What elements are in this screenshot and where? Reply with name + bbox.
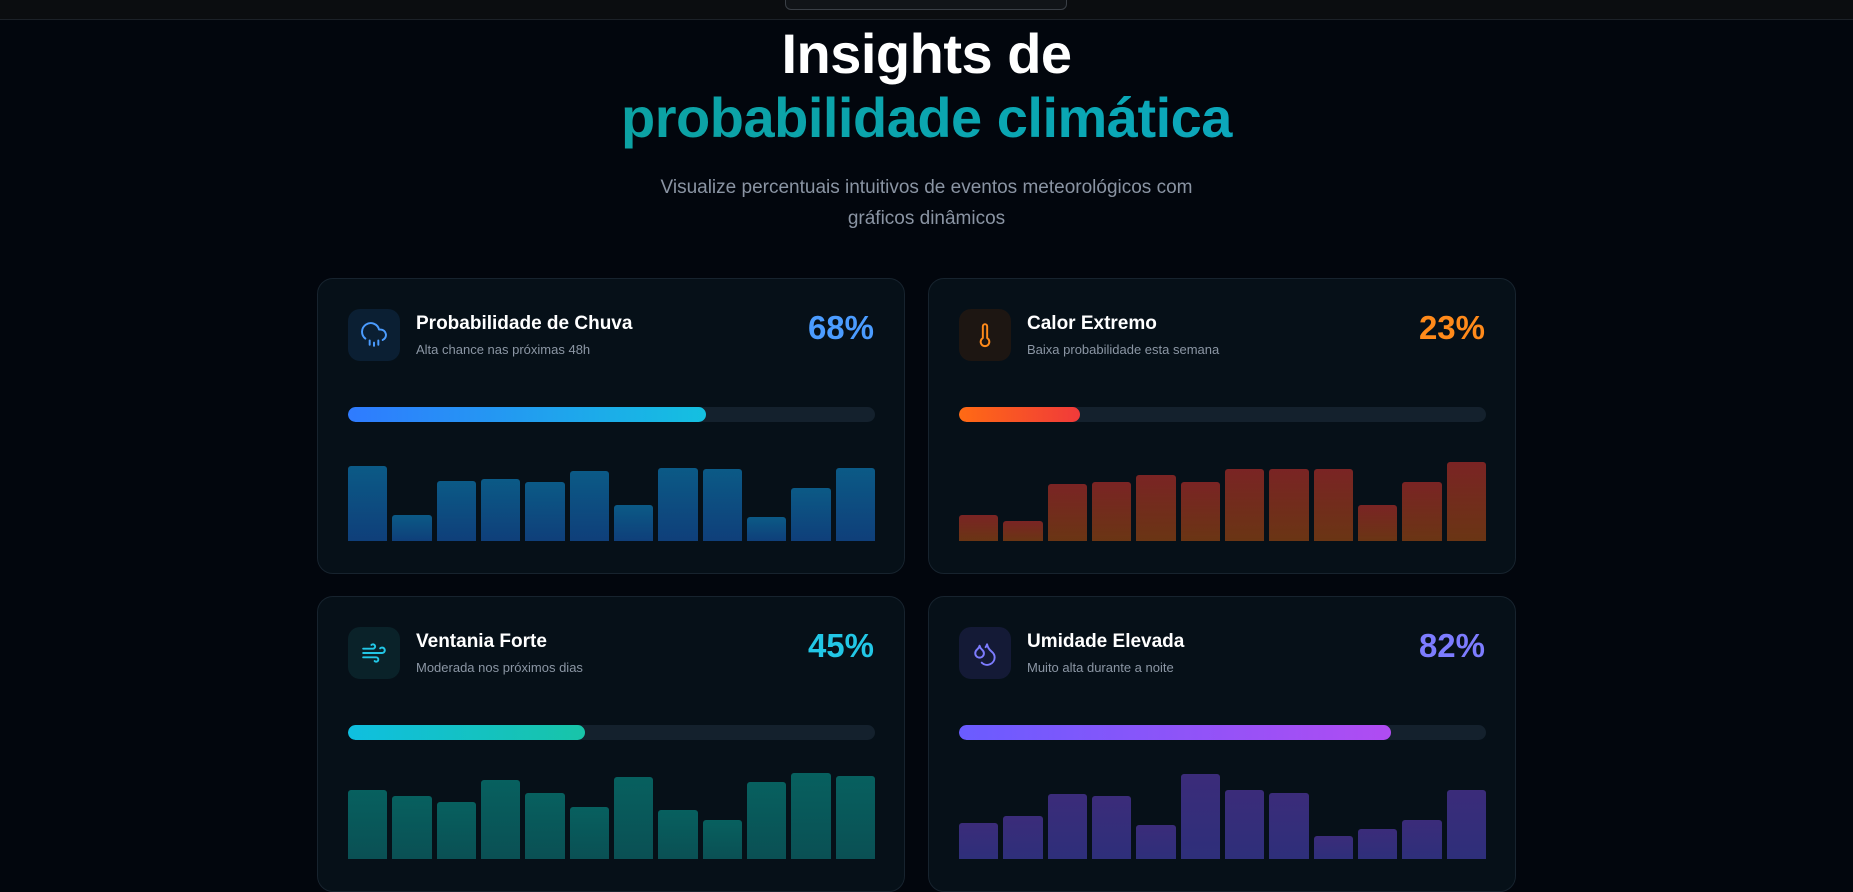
- address-bar[interactable]: [785, 0, 1067, 10]
- card-rain: Probabilidade de Chuva Alta chance nas p…: [317, 278, 905, 574]
- mini-bar: [1269, 469, 1309, 541]
- percent-value: 68%: [807, 309, 874, 346]
- card-heat: Calor Extremo Baixa probabilidade esta s…: [928, 278, 1516, 574]
- progress-track: [348, 407, 875, 422]
- mini-bar: [1003, 816, 1043, 859]
- mini-bar: [746, 782, 787, 859]
- card-subtitle: Baixa probabilidade esta semana: [1027, 342, 1220, 357]
- mini-bar: [1091, 796, 1132, 859]
- card-title: Calor Extremo: [1027, 313, 1157, 334]
- mini-bar-chart: [959, 773, 1486, 859]
- card-subtitle: Muito alta durante a noite: [1027, 660, 1174, 675]
- mini-bar: [1357, 829, 1398, 859]
- mini-bar: [1091, 482, 1132, 541]
- droplets-icon: [959, 627, 1011, 679]
- card-wind: Ventania Forte Moderada nos próximos dia…: [317, 596, 905, 892]
- mini-bar: [835, 468, 875, 541]
- mini-bar: [1402, 482, 1442, 541]
- card-title: Ventania Forte: [416, 631, 547, 652]
- mini-bar: [525, 793, 565, 859]
- percent-value: 45%: [807, 627, 874, 664]
- mini-bar: [1180, 774, 1220, 859]
- mini-bar: [1313, 469, 1353, 541]
- progress-fill: [959, 407, 1081, 422]
- mini-bar: [1136, 475, 1176, 541]
- mini-bar-chart: [348, 455, 875, 541]
- wind-icon: [348, 627, 400, 679]
- mini-bar: [436, 802, 476, 859]
- progress-fill: [348, 725, 586, 740]
- mini-bar-chart: [959, 455, 1486, 541]
- browser-top-bar: [0, 0, 1853, 20]
- page-title-line1: Insights de: [781, 22, 1072, 85]
- cloud-rain-icon: [348, 309, 400, 361]
- mini-bar: [569, 807, 609, 859]
- mini-bar: [702, 469, 742, 541]
- mini-bar: [746, 517, 787, 541]
- card-humidity: Umidade Elevada Muito alta durante a noi…: [928, 596, 1516, 892]
- mini-bar: [1003, 521, 1043, 541]
- mini-bar: [658, 810, 698, 859]
- card-title: Umidade Elevada: [1027, 631, 1185, 652]
- progress-track: [959, 407, 1486, 422]
- mini-bar: [436, 481, 476, 541]
- mini-bar: [1269, 793, 1309, 859]
- mini-bar: [702, 820, 742, 859]
- mini-bar: [569, 471, 609, 541]
- mini-bar: [791, 773, 831, 859]
- mini-bar: [1313, 836, 1353, 859]
- mini-bar: [613, 777, 654, 859]
- mini-bar: [525, 482, 565, 541]
- mini-bar: [1357, 505, 1398, 541]
- mini-bar: [392, 515, 432, 541]
- mini-bar: [658, 468, 698, 541]
- hero-section: Insights de probabilidade climática Visu…: [0, 22, 1853, 234]
- mini-bar: [959, 823, 999, 859]
- progress-fill: [348, 407, 707, 422]
- mini-bar: [1446, 790, 1486, 859]
- mini-bar: [348, 790, 388, 859]
- mini-bar: [613, 505, 654, 541]
- card-subtitle: Alta chance nas próximas 48h: [416, 342, 591, 357]
- thermometer-icon: [959, 309, 1011, 361]
- mini-bar: [1224, 790, 1265, 859]
- mini-bar-chart: [348, 773, 875, 859]
- card-subtitle: Moderada nos próximos dias: [416, 660, 583, 675]
- progress-track: [348, 725, 875, 740]
- mini-bar: [480, 780, 521, 859]
- percent-value: 82%: [1418, 627, 1485, 664]
- mini-bar: [1047, 794, 1087, 859]
- mini-bar: [835, 776, 875, 859]
- page-title-line2: probabilidade climática: [0, 86, 1853, 150]
- mini-bar: [1047, 484, 1087, 541]
- mini-bar: [1224, 469, 1265, 541]
- page-subtitle: Visualize percentuais intuitivos de even…: [660, 177, 1193, 229]
- progress-fill: [959, 725, 1392, 740]
- mini-bar: [392, 796, 432, 859]
- mini-bar: [1402, 820, 1442, 859]
- mini-bar: [348, 466, 388, 541]
- mini-bar: [1446, 462, 1486, 541]
- card-title: Probabilidade de Chuva: [416, 313, 633, 334]
- mini-bar: [959, 515, 999, 541]
- percent-value: 23%: [1418, 309, 1485, 346]
- mini-bar: [791, 488, 831, 541]
- mini-bar: [1180, 482, 1220, 541]
- progress-track: [959, 725, 1486, 740]
- mini-bar: [1136, 825, 1176, 859]
- mini-bar: [480, 479, 521, 541]
